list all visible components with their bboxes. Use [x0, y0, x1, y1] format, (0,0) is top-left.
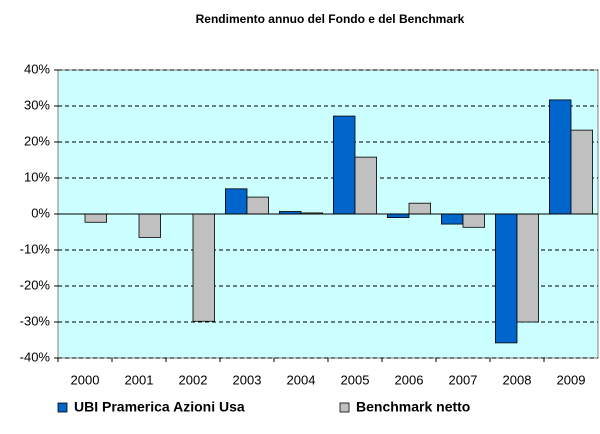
bar	[462, 213, 486, 228]
y-tick-label: -20%	[20, 277, 51, 292]
bar	[192, 213, 216, 322]
legend-label: UBI Pramerica Azioni Usa	[74, 399, 245, 415]
x-tick-label: 2008	[503, 372, 532, 387]
chart-title: Rendimento annuo del Fondo e del Benchma…	[196, 12, 465, 26]
y-tick-label: 40%	[24, 61, 50, 76]
y-tick-label: 30%	[24, 97, 50, 112]
x-tick-label: 2006	[395, 372, 424, 387]
legend-label: Benchmark netto	[356, 399, 470, 415]
legend-swatch	[57, 402, 68, 413]
bar	[549, 99, 572, 215]
x-tick-label: 2003	[233, 372, 262, 387]
bar	[246, 196, 270, 215]
bar	[516, 213, 540, 323]
bar	[408, 202, 432, 215]
y-tick-label: -10%	[20, 241, 51, 256]
x-tick-label: 2004	[287, 372, 316, 387]
x-tick-label: 2005	[341, 372, 370, 387]
y-tick-label: -40%	[20, 349, 51, 364]
x-tick-label: 2009	[557, 372, 586, 387]
bar	[440, 213, 464, 225]
y-tick-label: 10%	[24, 169, 50, 184]
bar	[224, 188, 248, 215]
y-tick-label: 0%	[31, 205, 50, 220]
bar	[354, 156, 378, 215]
bar	[84, 213, 108, 223]
bar	[494, 213, 518, 344]
x-tick-label: 2002	[179, 372, 208, 387]
x-tick-label: 2000	[71, 372, 100, 387]
bar	[386, 213, 410, 218]
x-tick-label: 2001	[125, 372, 154, 387]
y-tick-label: -30%	[20, 313, 51, 328]
x-tick-label: 2007	[449, 372, 478, 387]
legend-swatch	[339, 402, 350, 413]
bar	[570, 129, 594, 215]
y-tick-label: 20%	[24, 133, 50, 148]
bar	[138, 213, 162, 238]
bar	[332, 115, 356, 215]
